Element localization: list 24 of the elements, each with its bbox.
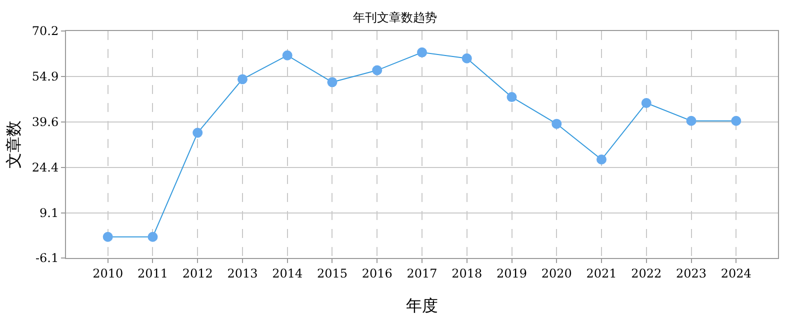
y-tick-label: -6.1: [35, 251, 59, 266]
chart-title: 年刊文章数趋势: [353, 10, 437, 25]
y-tick-label: 54.9: [32, 70, 59, 84]
x-tick-label: 2021: [586, 266, 617, 280]
x-tick-label: 2016: [362, 266, 392, 280]
y-tick-label: 39.6: [32, 115, 59, 130]
x-tick-label: 2011: [137, 266, 168, 280]
y-tick-label: 70.2: [32, 24, 59, 38]
x-tick-label: 2023: [676, 266, 707, 280]
y-tick-label: 24.4: [32, 160, 59, 174]
x-tick-label: 2020: [541, 266, 572, 280]
x-tick-label: 2017: [406, 266, 438, 280]
x-axis-title: 年度: [406, 296, 438, 316]
x-tick-label: 2019: [496, 266, 528, 280]
x-tick-label: 2022: [631, 266, 662, 280]
y-tick-label: 9.1: [40, 206, 59, 220]
x-tick-label: 2013: [227, 266, 258, 280]
y-axis-title: 文章数: [4, 120, 23, 168]
x-tick-label: 2024: [720, 266, 752, 280]
x-tick-label: 2010: [92, 266, 124, 280]
x-tick-label: 2015: [316, 266, 348, 280]
x-tick-label: 2012: [182, 266, 213, 280]
x-tick-label: 2018: [452, 266, 482, 280]
x-tick-label: 2014: [272, 266, 303, 280]
